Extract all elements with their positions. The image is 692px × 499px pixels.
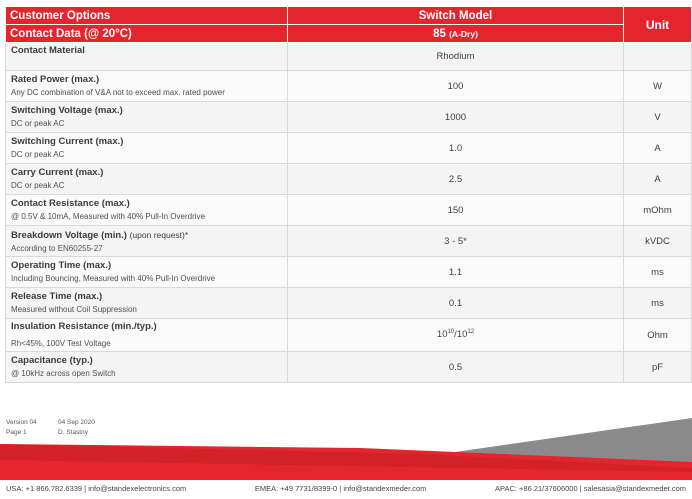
param-value: 3 - 5*	[287, 225, 624, 257]
param-name: Contact Resistance (max.)	[11, 198, 130, 209]
table-row: Release Time (max.) Measured without Coil…	[5, 287, 692, 319]
param-value: Rhodium	[287, 42, 624, 71]
param-unit: ms	[623, 287, 692, 319]
table-row: Insulation Resistance (min./typ.) Rh<45%,…	[5, 318, 692, 352]
param-name: Breakdown Voltage (min.)	[11, 229, 127, 241]
usa-contact[interactable]: USA: +1 866.782.6339 | info@standexelect…	[6, 484, 187, 493]
table-row: Breakdown Voltage (min.) (upon request)*…	[5, 225, 692, 257]
param-description: Rh<45%, 100V Test Voltage	[11, 339, 111, 348]
param-name: Switching Current (max.)	[11, 136, 124, 147]
table-row: Contact Material Rhodium	[5, 42, 692, 71]
param-unit: mOhm	[623, 194, 692, 226]
table-row: Contact Resistance (max.) @ 0.5V & 10mA, …	[5, 194, 692, 226]
contact-data-row: Contact Data (@ 20°C) 85 (A-Dry)	[5, 24, 692, 43]
param-description: DC or peak AC	[11, 181, 65, 190]
param-value: 0.5	[287, 351, 624, 383]
param-value: 100	[287, 70, 624, 102]
version-label: Version 04	[6, 419, 37, 426]
param-value: 1010/1012	[287, 318, 624, 352]
contact-bar: USA: +1 866.782.6339 | info@standexelect…	[0, 484, 692, 497]
page-label: Page 1	[6, 429, 27, 436]
author: D. Stastny	[58, 429, 88, 436]
param-unit: ms	[623, 256, 692, 288]
document-meta: Version 04 04 Sep 2020 Page 1 D. Stastny	[6, 418, 95, 438]
param-description: Measured without Coil Suppression	[11, 305, 137, 314]
param-unit: A	[623, 132, 692, 164]
param-name: Contact Material	[11, 45, 85, 56]
param-value: 1.1	[287, 256, 624, 288]
param-name: Insulation Resistance (min./typ.)	[11, 321, 157, 332]
version-date: 04 Sep 2020	[58, 419, 95, 426]
param-description: @ 10kHz across open Switch	[11, 369, 116, 378]
contact-data-header: Contact Data (@ 20°C)	[5, 24, 288, 43]
table-row: Switching Voltage (max.) DC or peak AC 10…	[5, 101, 692, 133]
table-row: Switching Current (max.) DC or peak AC 1.…	[5, 132, 692, 164]
param-unit: W	[623, 70, 692, 102]
param-description: According to EN60255-27	[11, 243, 103, 253]
table-row: Capacitance (typ.) @ 10kHz across open Sw…	[5, 351, 692, 383]
param-name: Switching Voltage (max.)	[11, 105, 123, 116]
param-description: @ 0.5V & 10mA, Measured with 40% Pull-In…	[11, 212, 205, 221]
model-type: (A-Dry)	[449, 28, 478, 39]
param-unit: kVDC	[623, 225, 692, 257]
param-unit: pF	[623, 351, 692, 383]
param-value: 0.1	[287, 287, 624, 319]
param-note: (upon request)*	[129, 229, 189, 240]
switch-model-header: Switch Model	[287, 6, 624, 25]
red-swoosh-shade	[0, 444, 692, 472]
table-row: Rated Power (max.) Any DC combination of …	[5, 70, 692, 102]
table-header-row: Customer Options Switch Model Unit	[5, 6, 692, 43]
param-description: DC or peak AC	[11, 119, 65, 128]
param-description: Any DC combination of V&A not to exceed …	[11, 88, 225, 97]
customer-options-header: Customer Options	[5, 6, 288, 25]
param-description: Including Bouncing, Measured with 40% Pu…	[11, 274, 216, 283]
param-value: 150	[287, 194, 624, 226]
model-header: 85 (A-Dry)	[287, 24, 624, 43]
table-row: Carry Current (max.) DC or peak AC 2.5 A	[5, 163, 692, 195]
param-unit: Ohm	[623, 318, 692, 352]
table-row: Operating Time (max.) Including Bouncing,…	[5, 256, 692, 288]
emea-contact[interactable]: EMEA: +49 7731/8399-0 | info@standexmede…	[254, 484, 427, 493]
param-description: DC or peak AC	[11, 150, 65, 159]
footer-swoosh-graphic	[0, 418, 692, 480]
param-value: 1.0	[287, 132, 624, 164]
unit-header: Unit	[623, 6, 692, 43]
model-number: 85	[433, 27, 446, 40]
param-value: 2.5	[287, 163, 624, 195]
param-name: Release Time (max.)	[11, 291, 103, 302]
apac-contact[interactable]: APAC: +86 21/37606000 | salesasia@stande…	[495, 484, 686, 493]
param-name: Operating Time (max.)	[11, 260, 112, 271]
param-unit	[623, 42, 692, 71]
specifications-table: Customer Options Switch Model Unit Conta…	[5, 6, 692, 383]
param-name: Rated Power (max.)	[11, 74, 100, 85]
param-unit: V	[623, 101, 692, 133]
param-name: Capacitance (typ.)	[11, 355, 93, 366]
param-name: Carry Current (max.)	[11, 167, 104, 178]
param-unit: A	[623, 163, 692, 195]
param-value: 1000	[287, 101, 624, 133]
